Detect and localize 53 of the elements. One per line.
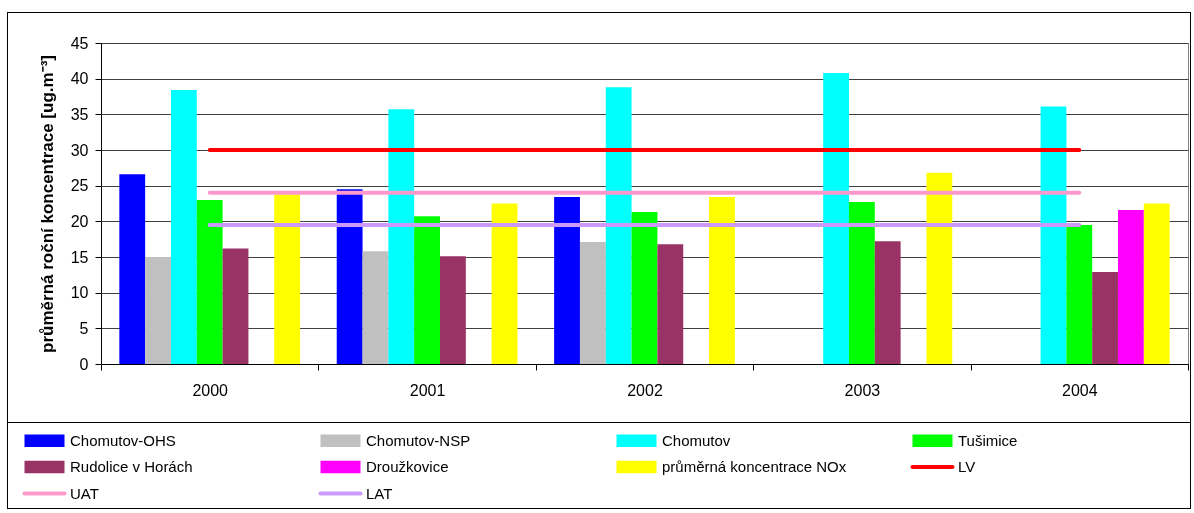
bar (1040, 106, 1067, 364)
bar (196, 199, 223, 364)
bar (119, 174, 146, 364)
bar (874, 241, 901, 364)
bar (388, 109, 415, 364)
bar (848, 202, 875, 364)
bar (1066, 224, 1093, 364)
bar (926, 172, 953, 364)
bar (170, 90, 197, 364)
bar (491, 203, 518, 364)
legend-label: Chomutov-OHS (70, 431, 176, 449)
y-tick-label: 45 (70, 34, 89, 52)
y-tick-label: 0 (79, 355, 89, 373)
y-tick-label: 10 (70, 284, 89, 302)
legend-label: průměrná koncentrace NOx (662, 458, 847, 475)
legend-label: LV (958, 458, 976, 475)
y-tick-label: 40 (70, 70, 89, 88)
legend-label: Rudolice v Horách (70, 458, 193, 475)
legend-label: Chomutov (662, 431, 731, 449)
y-tick-label: 25 (70, 177, 89, 195)
bar (274, 194, 301, 364)
x-tick-label: 2001 (409, 381, 446, 399)
bar (1092, 271, 1119, 364)
legend-label: UAT (70, 484, 99, 502)
bar (1143, 203, 1170, 364)
legend-label: Droužkovice (366, 458, 449, 475)
bar (823, 72, 849, 364)
y-tick-label: 35 (70, 105, 89, 123)
bar (222, 248, 249, 364)
y-axis-title: průměrná roční koncentrace [ug.m⁻³] (37, 55, 57, 353)
y-tick-label: 20 (70, 212, 89, 230)
bar (1118, 209, 1144, 364)
x-tick-label: 2004 (1062, 381, 1098, 399)
bar (605, 87, 632, 364)
legend-label: LAT (366, 484, 393, 502)
bar (631, 212, 658, 364)
legend-label: Tušimice (958, 431, 1018, 449)
x-tick-label: 2000 (192, 381, 229, 399)
bar (145, 257, 171, 364)
x-tick-label: 2003 (844, 381, 881, 399)
y-tick-label: 5 (79, 319, 89, 337)
bar (440, 256, 466, 364)
legend-label: Chomutov-NSP (366, 431, 471, 449)
bar (336, 189, 363, 364)
bar (657, 244, 684, 364)
bar (362, 251, 389, 364)
bar (414, 216, 441, 364)
x-tick-label: 2002 (627, 381, 663, 399)
bar (554, 197, 580, 364)
y-tick-label: 30 (70, 141, 89, 159)
y-tick-label: 15 (70, 248, 89, 266)
bar (709, 197, 735, 364)
bar (579, 242, 606, 364)
